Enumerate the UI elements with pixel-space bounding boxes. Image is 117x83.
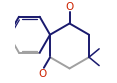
- Text: O: O: [39, 69, 47, 79]
- Text: O: O: [65, 2, 74, 12]
